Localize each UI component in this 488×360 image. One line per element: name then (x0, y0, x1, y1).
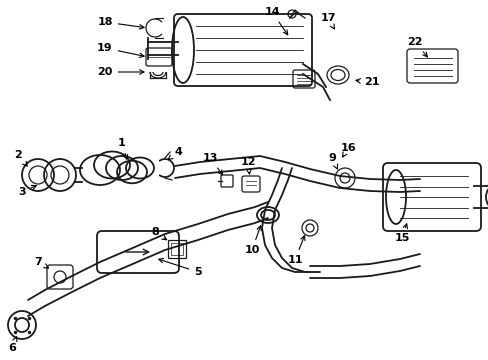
Text: 17: 17 (320, 13, 335, 29)
Text: 18: 18 (97, 17, 144, 29)
Text: 21: 21 (355, 77, 379, 87)
Text: 7: 7 (34, 257, 48, 268)
Text: 6: 6 (8, 337, 17, 353)
Text: 12: 12 (240, 157, 255, 174)
Text: 2: 2 (14, 150, 27, 166)
Bar (168, 240, 185, 258)
Text: 20: 20 (97, 67, 143, 77)
Text: 19: 19 (97, 43, 144, 58)
Text: 13: 13 (202, 153, 222, 175)
Text: 14: 14 (264, 7, 287, 35)
Text: 5: 5 (159, 258, 202, 277)
Text: 9: 9 (327, 153, 337, 169)
Text: 3: 3 (18, 185, 36, 197)
Text: 16: 16 (340, 143, 355, 157)
Text: 8: 8 (151, 227, 166, 240)
Text: 11: 11 (286, 236, 305, 265)
Text: 10: 10 (244, 226, 261, 255)
Text: 4: 4 (168, 147, 182, 159)
Bar (171, 243, 183, 255)
Text: 22: 22 (407, 37, 427, 57)
Text: 15: 15 (393, 224, 409, 243)
Text: 1: 1 (118, 138, 127, 159)
